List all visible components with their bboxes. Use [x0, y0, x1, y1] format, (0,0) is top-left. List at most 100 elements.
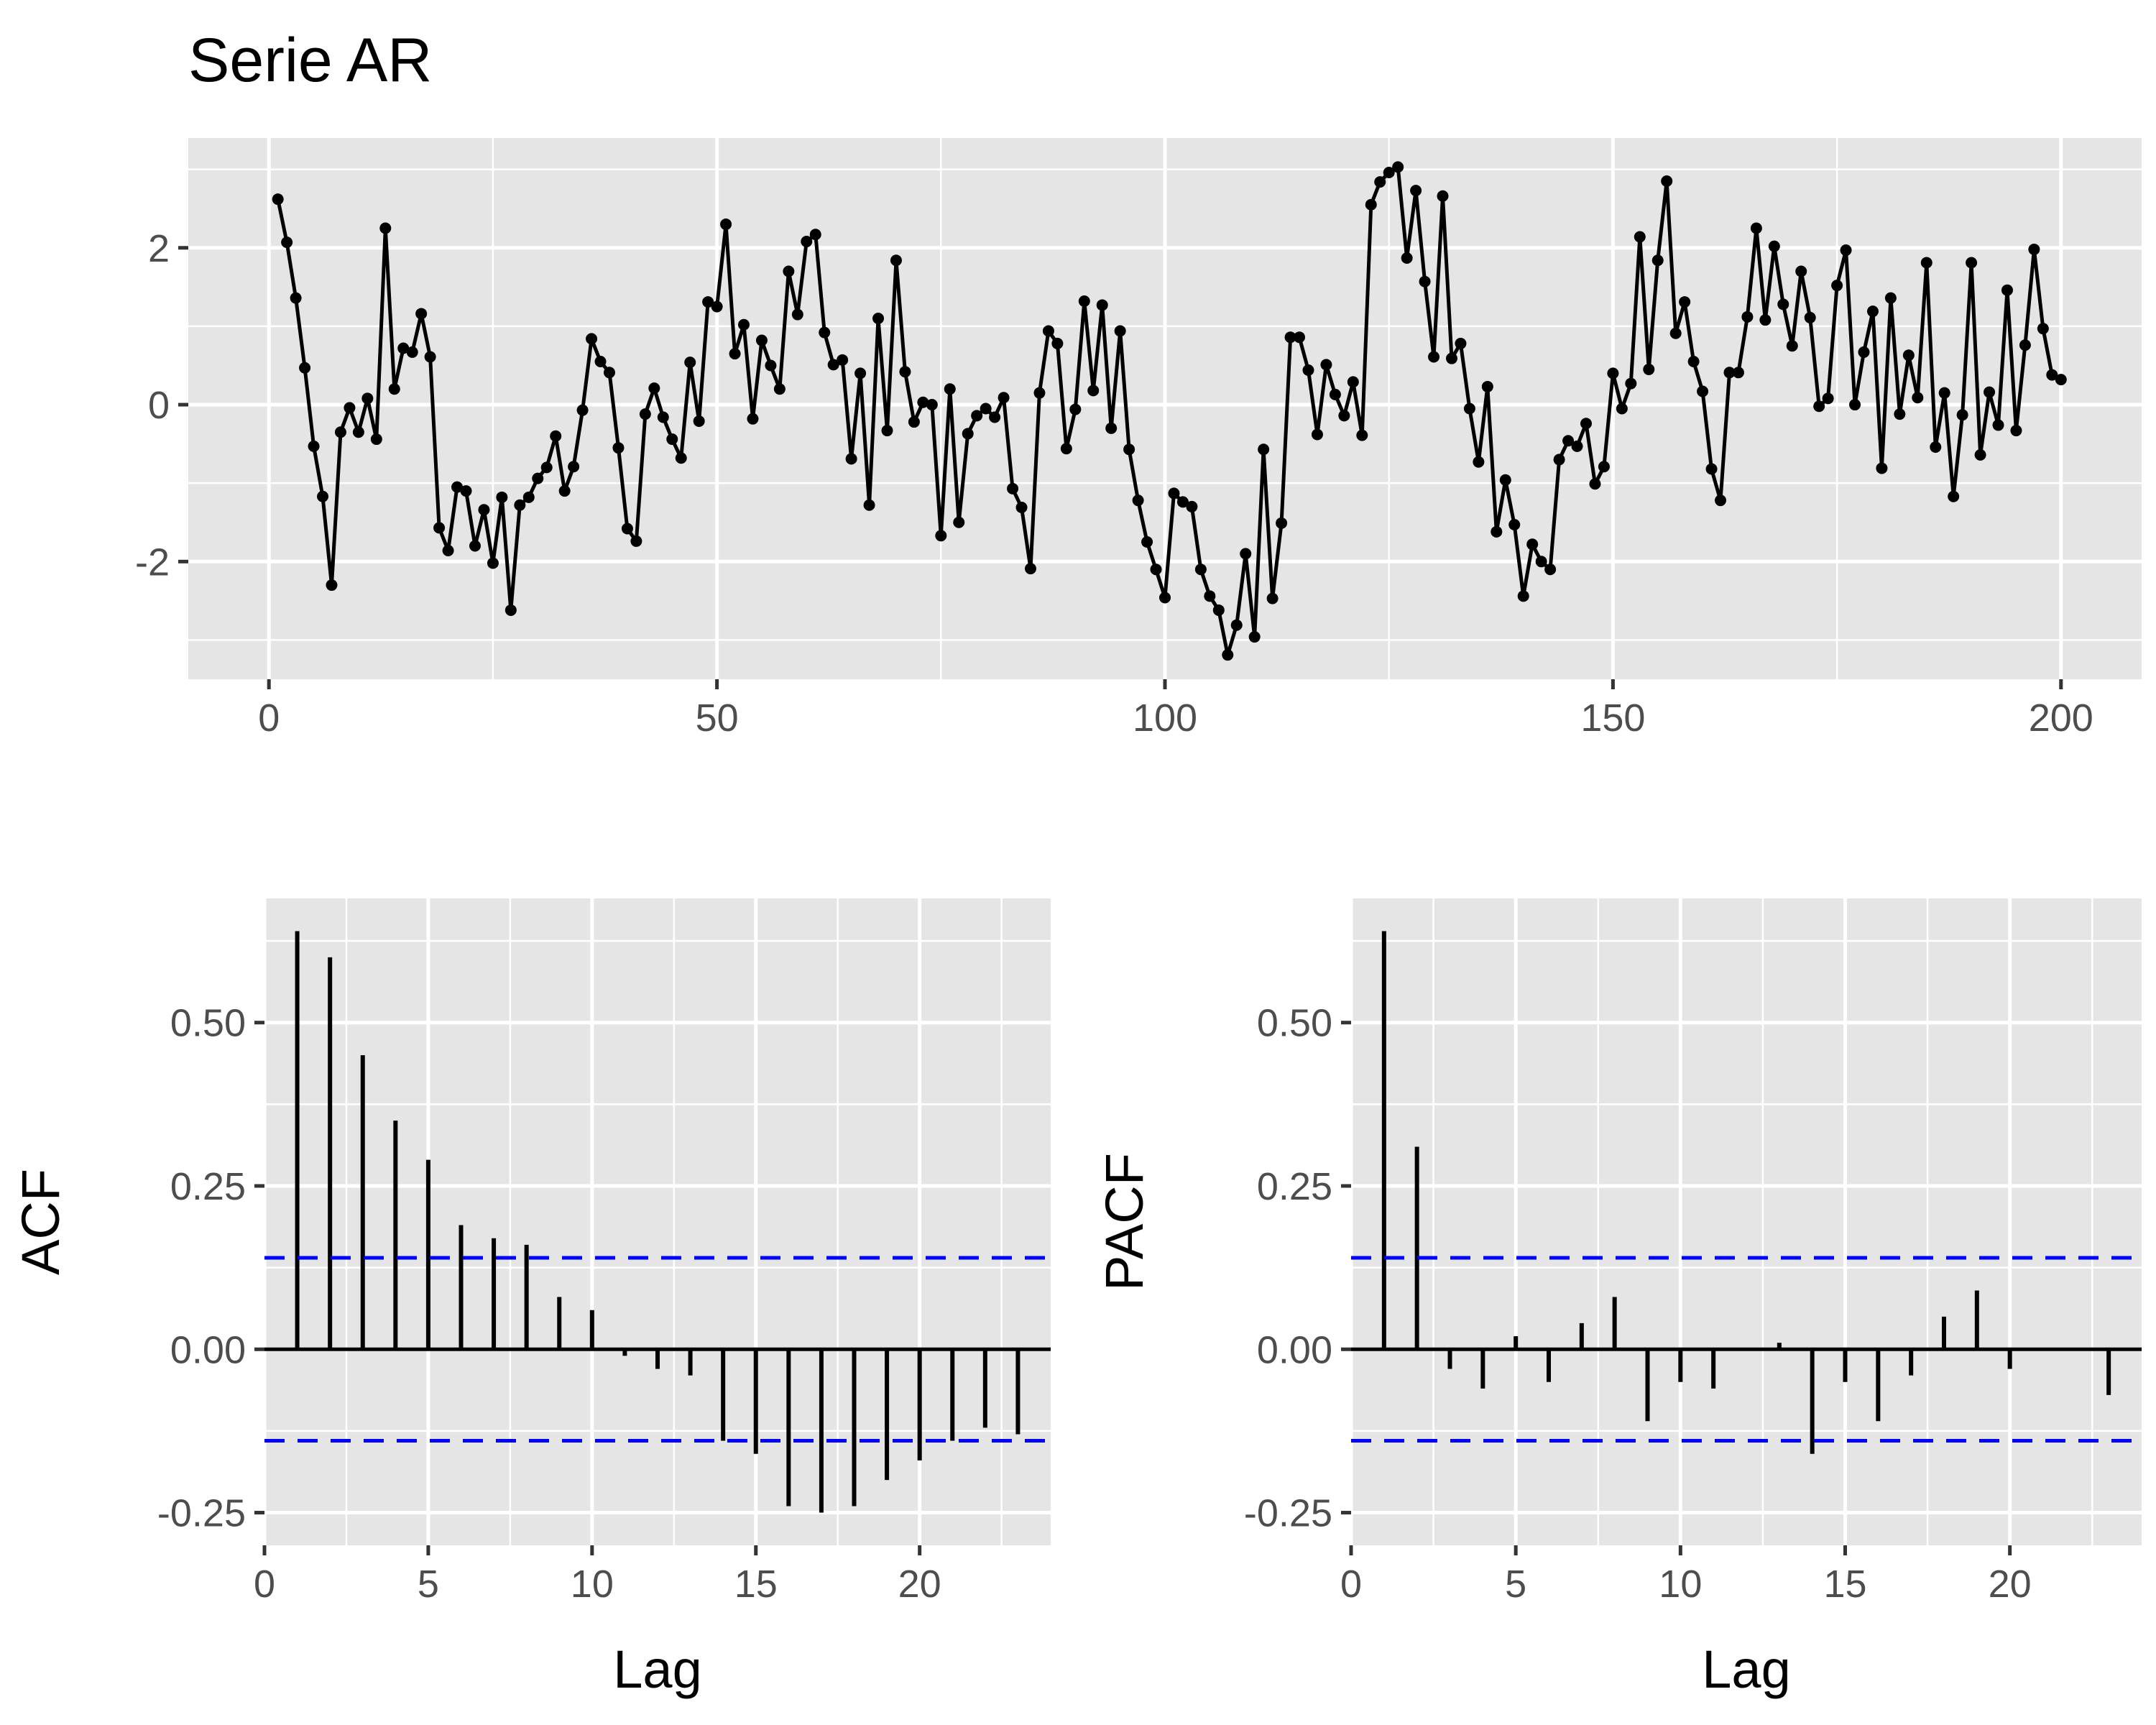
data-point: [1078, 295, 1090, 307]
data-point: [1248, 631, 1261, 643]
data-point: [783, 265, 795, 277]
data-point: [558, 485, 571, 497]
data-point: [451, 481, 464, 493]
data-point: [442, 545, 454, 557]
x-tick-label: 0: [254, 1563, 275, 1606]
data-point: [388, 383, 400, 395]
data-point: [1687, 356, 1700, 368]
data-point: [675, 452, 687, 464]
data-point: [702, 296, 714, 308]
data-point: [379, 222, 392, 234]
data-point: [1831, 280, 1843, 292]
acf-plot: 0 5 10 15 20 -0.25 0.00 0.25 0.50 Lag ACF: [11, 898, 1051, 1699]
data-point: [1759, 314, 1772, 326]
data-point: [1499, 474, 1511, 486]
data-point: [621, 523, 633, 535]
data-point: [1580, 418, 1592, 430]
data-point: [1715, 494, 1727, 507]
x-tick-label: 15: [734, 1563, 778, 1606]
y-tick-label: -0.25: [1244, 1492, 1332, 1535]
data-point: [747, 413, 759, 425]
data-point: [953, 516, 965, 528]
data-point: [863, 499, 875, 511]
data-point: [1374, 176, 1386, 188]
data-point: [1544, 564, 1557, 576]
x-tick-label: 20: [898, 1563, 941, 1606]
data-point: [944, 383, 956, 395]
data-point: [1992, 419, 2004, 431]
data-point: [872, 313, 885, 324]
x-tick-label: 10: [1659, 1563, 1702, 1606]
data-point: [1060, 443, 1072, 455]
data-point: [370, 433, 382, 446]
data-point: [845, 453, 857, 465]
data-point: [1786, 340, 1798, 352]
data-point: [1651, 254, 1664, 267]
data-point: [2001, 284, 2013, 296]
data-point: [1284, 331, 1296, 344]
data-point: [1051, 337, 1064, 349]
x-tick-label: 50: [696, 696, 739, 740]
data-point: [1042, 325, 1054, 337]
data-point: [1294, 331, 1306, 344]
data-point: [935, 530, 947, 542]
data-point: [1697, 385, 1709, 397]
data-point: [299, 362, 311, 374]
data-point: [1750, 222, 1762, 234]
data-point: [666, 433, 678, 446]
data-point: [1616, 402, 1628, 415]
data-point: [1033, 387, 1046, 399]
data-point: [1410, 185, 1422, 197]
panel-background: [1351, 898, 2142, 1545]
x-tick-label: 5: [1505, 1563, 1526, 1606]
series-line: [276, 165, 2062, 657]
data-point: [2046, 369, 2058, 381]
data-point: [1105, 422, 1118, 434]
data-point: [478, 504, 490, 516]
data-point: [755, 334, 768, 346]
data-point: [576, 404, 589, 416]
data-point: [926, 399, 938, 411]
data-point: [1634, 231, 1646, 243]
data-point: [1795, 265, 1807, 277]
data-point: [1866, 305, 1879, 318]
data-point: [809, 229, 821, 241]
data-point: [1669, 327, 1682, 339]
data-point: [1517, 590, 1529, 602]
data-point: [1356, 429, 1368, 441]
data-point: [1204, 590, 1216, 602]
data-point: [908, 416, 920, 428]
data-point: [1598, 461, 1610, 473]
data-point: [819, 326, 831, 339]
data-point: [1445, 352, 1457, 364]
data-point: [1741, 310, 1754, 323]
data-point: [1365, 198, 1377, 211]
x-tick-label: 20: [1989, 1563, 2032, 1606]
x-tick-label: 0: [258, 696, 280, 740]
data-point: [1176, 496, 1189, 508]
data-point: [1455, 337, 1467, 349]
data-point: [1966, 257, 1978, 269]
data-point: [1589, 478, 1601, 490]
data-point: [854, 367, 867, 380]
data-point: [540, 461, 553, 474]
data-point: [1222, 649, 1234, 661]
data-point: [971, 410, 983, 422]
data-point: [1159, 592, 1171, 604]
y-tick-label: 0.25: [170, 1165, 246, 1208]
data-point: [514, 499, 526, 511]
data-point: [487, 557, 499, 569]
data-point: [1984, 386, 1996, 398]
data-point: [550, 430, 562, 442]
data-point: [496, 491, 508, 503]
data-point: [460, 485, 472, 497]
data-point: [1473, 456, 1485, 468]
data-point: [1212, 604, 1225, 616]
data-point: [890, 254, 902, 267]
data-point: [352, 426, 364, 438]
data-point: [308, 440, 320, 452]
data-point: [1186, 500, 1198, 512]
y-axis-label: ACF: [11, 1169, 70, 1275]
data-point: [2019, 339, 2031, 351]
